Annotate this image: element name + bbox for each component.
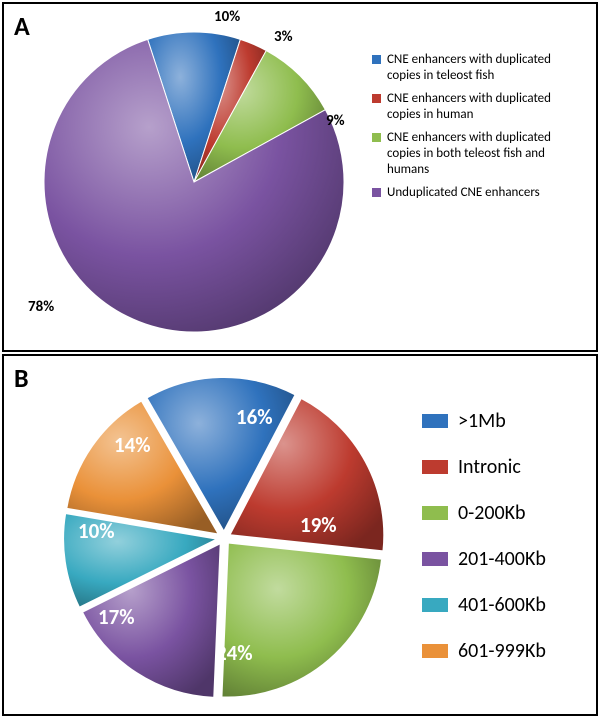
pie-b-slice-label-4: 10% — [78, 518, 115, 544]
legend-a-item-3: Unduplicated CNE enhancers — [372, 185, 582, 201]
legend-b-item-1: Intronic — [422, 454, 572, 480]
legend-b-swatch-0 — [422, 414, 448, 428]
legend-b-swatch-4 — [422, 598, 448, 612]
pie-a-slice-label-1: 3% — [274, 28, 293, 46]
legend-b-text-5: 601-999Kb — [458, 638, 546, 664]
panel-b-legend: >1Mb Intronic 0-200Kb 201-400Kb 401-600K… — [422, 408, 572, 684]
legend-b-text-0: >1Mb — [458, 408, 506, 434]
pie-b-slice-label-3: 17% — [98, 604, 135, 630]
legend-b-item-2: 0-200Kb — [422, 500, 572, 526]
pie-a-slice-label-0: 10% — [214, 8, 240, 26]
panel-b: B 16% 19% 24% 17% 10% 14% >1Mb Intronic … — [2, 354, 598, 716]
panel-a-legend: CNE enhancers with duplicated copies in … — [372, 52, 582, 209]
legend-a-text-0: CNE enhancers with duplicated copies in … — [387, 52, 582, 83]
legend-b-swatch-5 — [422, 644, 448, 658]
legend-b-item-3: 201-400Kb — [422, 546, 572, 572]
legend-a-swatch-2 — [372, 133, 381, 142]
panel-b-pie — [4, 356, 424, 716]
legend-a-text-1: CNE enhancers with duplicated copies in … — [387, 91, 582, 122]
pie-a-slice-label-2: 9% — [326, 112, 345, 130]
legend-b-text-1: Intronic — [458, 454, 521, 480]
legend-b-swatch-3 — [422, 552, 448, 566]
legend-b-item-0: >1Mb — [422, 408, 572, 434]
legend-a-swatch-1 — [372, 94, 381, 103]
legend-a-item-2: CNE enhancers with duplicated copies in … — [372, 130, 582, 177]
panel-a-pie — [4, 4, 384, 354]
pie-b-slice-label-2: 24% — [216, 640, 253, 666]
pie-b-slice-label-5: 14% — [114, 432, 151, 458]
legend-a-item-0: CNE enhancers with duplicated copies in … — [372, 52, 582, 83]
legend-a-item-1: CNE enhancers with duplicated copies in … — [372, 91, 582, 122]
legend-a-swatch-0 — [372, 55, 381, 64]
legend-a-text-3: Unduplicated CNE enhancers — [387, 185, 540, 201]
legend-b-swatch-1 — [422, 460, 448, 474]
legend-b-swatch-2 — [422, 506, 448, 520]
panel-a: A 10% 3% 9% 78% CNE enhancers with dupli… — [2, 2, 598, 352]
legend-a-text-2: CNE enhancers with duplicated copies in … — [387, 130, 582, 177]
legend-b-item-4: 401-600Kb — [422, 592, 572, 618]
pie-a-slice-label-3: 78% — [28, 298, 54, 316]
legend-b-text-2: 0-200Kb — [458, 500, 526, 526]
legend-b-text-4: 401-600Kb — [458, 592, 546, 618]
legend-a-swatch-3 — [372, 188, 381, 197]
pie-b-slice-label-0: 16% — [236, 404, 273, 430]
legend-b-text-3: 201-400Kb — [458, 546, 546, 572]
legend-b-item-5: 601-999Kb — [422, 638, 572, 664]
pie-b-slice-label-1: 19% — [300, 512, 337, 538]
